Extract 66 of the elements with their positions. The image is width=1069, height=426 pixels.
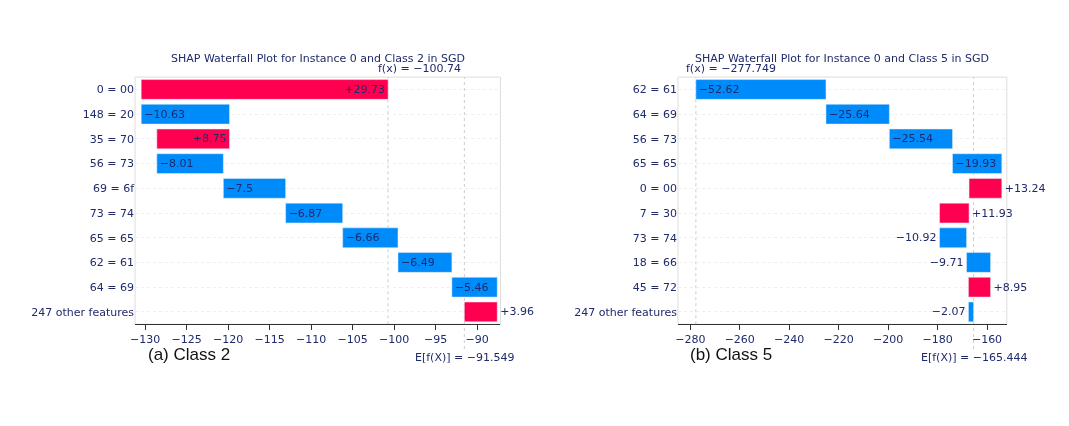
x-tick-label: −180	[922, 333, 953, 347]
x-tick-label: −280	[675, 333, 706, 347]
data-label: −25.54	[892, 132, 934, 146]
data-label: −6.66	[345, 231, 380, 245]
text: (a) Class 2	[148, 345, 231, 364]
y-tick-label: 65 = 65	[89, 231, 135, 245]
data-label: +8.75	[192, 132, 227, 146]
y-tick-label: 73 = 74	[632, 231, 677, 245]
y-tick-label: 7 = 30	[639, 206, 677, 220]
y-tick-label: 247 other features	[31, 305, 135, 319]
y-tick-label: 35 = 70	[89, 132, 135, 146]
y-tick-label: 18 = 66	[632, 256, 677, 270]
data-label: +11.93	[972, 206, 1013, 220]
ref-line-label: f(x) = −100.74	[378, 62, 461, 75]
data-label: −19.93	[955, 157, 997, 171]
data-label: −9.71	[929, 255, 964, 269]
y-tick-label: 56 = 73	[632, 132, 677, 146]
x-tick-label: −160	[971, 333, 1003, 347]
y-tick-label: 62 = 61	[632, 83, 677, 97]
x-tick-label: −110	[296, 333, 327, 347]
x-tick-label: −90	[465, 333, 489, 347]
data-label: −6.49	[400, 255, 435, 269]
data-label: −10.63	[144, 107, 185, 121]
data-label: −6.87	[288, 206, 323, 220]
y-tick-label: 64 = 69	[89, 281, 135, 295]
data-label: −7.5	[226, 181, 254, 195]
x-tick-label: −125	[171, 333, 202, 347]
ref-line-label: f(x) = −277.749	[686, 62, 776, 75]
text: (b) Class 5	[690, 345, 773, 364]
y-tick-label: 45 = 72	[632, 281, 677, 295]
y-tick-label: 56 = 73	[89, 157, 135, 171]
y-tick-label: 0 = 00	[96, 83, 135, 97]
data-label: −2.07	[931, 305, 966, 319]
data-label: −8.01	[159, 157, 194, 171]
bar	[464, 301, 498, 323]
x-tick-label: −100	[379, 333, 410, 347]
y-tick-label: 73 = 74	[89, 206, 135, 220]
x-tick-label: −105	[337, 333, 368, 347]
y-tick-label: 148 = 20	[82, 108, 135, 122]
chart-title: SHAP Waterfall Plot for Instance 0 and Class 2 in SGD	[171, 52, 465, 65]
y-tick-label: 62 = 61	[89, 256, 135, 270]
y-tick-label: 0 = 00	[639, 182, 677, 196]
x-tick-label: −220	[823, 333, 854, 347]
data-label: −5.46	[454, 280, 489, 294]
x-tick-label: −95	[424, 333, 448, 347]
y-tick-label: 247 other features	[574, 305, 678, 319]
data-label: +13.24	[1004, 181, 1046, 195]
data-label: −25.64	[828, 107, 870, 121]
data-label: +3.96	[500, 305, 534, 319]
y-tick-label: 65 = 65	[632, 157, 677, 171]
bar	[285, 202, 343, 224]
chart-title: SHAP Waterfall Plot for Instance 0 and Class 5 in SGD	[695, 52, 989, 65]
data-label: +8.95	[993, 280, 1028, 294]
x-tick-label: −115	[254, 333, 285, 347]
data-label: −10.92	[895, 231, 937, 245]
y-tick-label: 64 = 69	[632, 108, 677, 122]
x-tick-label: −240	[774, 333, 805, 347]
ref-line-label: E[f(X)] = −165.444	[921, 351, 1028, 364]
x-tick-label: −130	[129, 333, 161, 347]
y-tick-label: 69 = 6f	[92, 182, 136, 196]
x-tick-label: −260	[724, 333, 755, 347]
x-tick-label: −200	[873, 333, 904, 347]
data-label: +29.73	[344, 82, 386, 96]
ref-line-label: E[f(X)] = −91.549	[415, 351, 515, 364]
x-tick-label: −120	[212, 333, 244, 347]
data-label: −52.62	[698, 82, 740, 96]
